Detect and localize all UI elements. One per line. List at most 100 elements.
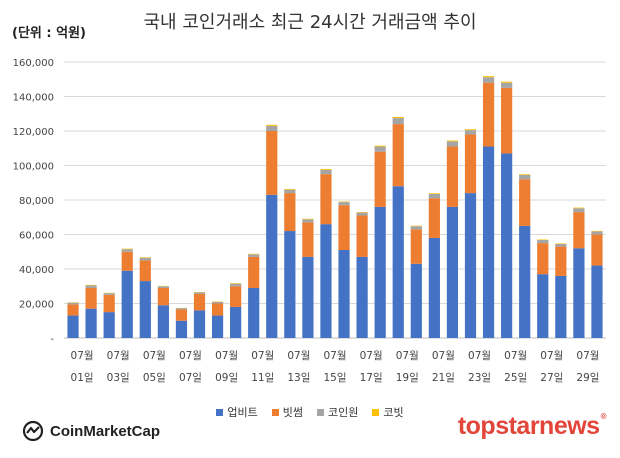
bar-segment (103, 294, 115, 313)
bar-segment (446, 141, 459, 147)
bar-segment (230, 283, 242, 287)
y-tick-label: 40,000 (19, 265, 54, 276)
bar-segment (591, 230, 603, 232)
bar-segment (266, 125, 278, 131)
bar-segment (519, 174, 531, 175)
bar-segment (248, 253, 260, 255)
bar-segment (248, 256, 260, 288)
chart-legend: 업비트 빗썸 코인원 코빗 (0, 404, 620, 420)
bar-segment (338, 201, 350, 203)
x-tick-label-month: 07월 (287, 350, 310, 362)
y-tick-label: 140,000 (13, 93, 54, 104)
bar-segment (446, 140, 459, 142)
bar-segment (501, 87, 513, 154)
bar-segment (67, 315, 79, 338)
x-tick-label-day: 11일 (251, 371, 274, 384)
bar-segment (537, 243, 549, 275)
x-tick-label-day: 15일 (323, 371, 346, 384)
bar-segment (428, 198, 440, 238)
bar-segment (519, 225, 531, 338)
bar-segment (157, 286, 169, 288)
bar-segment (446, 146, 459, 207)
legend-swatch (372, 408, 380, 416)
bar-segment (85, 308, 97, 338)
bar-segment (428, 193, 440, 194)
bar-segment (410, 225, 422, 227)
bar-segment (320, 224, 332, 338)
bar-segment (501, 82, 513, 88)
bar-segment (284, 193, 296, 232)
coinmarketcap-wordmark: CoinMarketCap (50, 422, 161, 440)
legend-entry: 빗썸 (271, 404, 303, 420)
x-tick-label-day: 05일 (143, 371, 166, 384)
bar-segment (121, 270, 133, 338)
bar-segment (266, 194, 278, 338)
bar-segment (573, 212, 585, 249)
x-tick-label-month: 07월 (71, 350, 94, 362)
legend-swatch (317, 408, 324, 416)
bar-segment (211, 301, 224, 304)
bar-segment (374, 145, 386, 147)
bar-segment (338, 250, 350, 338)
x-tick-label-month: 07월 (179, 350, 202, 362)
bar-segment (482, 76, 495, 78)
bar-segment (410, 229, 422, 264)
registered-mark: ® (600, 412, 607, 421)
x-tick-label-day: 23일 (468, 371, 491, 384)
legend-label: 코인원 (328, 406, 359, 419)
x-tick-label-day: 01일 (71, 371, 94, 384)
bar-segment (320, 168, 332, 170)
x-tick-label-month: 07월 (396, 350, 419, 362)
bar-segment (356, 256, 368, 338)
bar-segment (302, 218, 314, 220)
legend-label: 업비트 (227, 406, 258, 419)
bar-segment (537, 240, 549, 244)
x-tick-label-day: 17일 (360, 371, 383, 384)
bar-segment (464, 193, 477, 338)
bar-segment (121, 248, 133, 250)
x-tick-label-day: 03일 (107, 371, 130, 384)
bar-segment (121, 251, 133, 271)
bar-segment (573, 208, 585, 213)
x-tick-label-day: 29일 (576, 371, 599, 384)
unit-label: (단위 : 억원) (12, 26, 86, 41)
bar-segment (519, 179, 531, 226)
bar-segment (302, 222, 314, 257)
bar-segment (555, 243, 567, 244)
bar-segment (211, 303, 224, 316)
y-tick-label: 80,000 (19, 196, 54, 207)
x-tick-label-day: 13일 (287, 371, 310, 384)
bar-segment (482, 82, 495, 147)
bar-segment (248, 287, 260, 338)
bar-segment (230, 286, 242, 307)
bar-segment (266, 131, 278, 195)
x-tick-label-month: 07월 (540, 350, 563, 362)
bar-segment (211, 315, 224, 338)
x-tick-label-month: 07월 (251, 350, 274, 362)
bar-segment (338, 205, 350, 251)
legend-swatch (271, 408, 279, 416)
bar-segment (482, 146, 495, 338)
bar-segment (392, 124, 404, 187)
bar-segment (302, 219, 314, 223)
bar-segment (284, 188, 296, 190)
bar-segment (139, 281, 151, 338)
bar-segment (428, 237, 440, 338)
bar-segment (139, 257, 151, 258)
y-tick-label: 160,000 (13, 58, 54, 69)
legend-label: 코빗 (383, 406, 404, 419)
bar-segment (230, 283, 242, 284)
x-tick-label-day: 09일 (215, 371, 238, 384)
bar-segment (392, 118, 404, 125)
bar-segment (175, 309, 188, 321)
x-tick-label-month: 07월 (576, 350, 599, 362)
bar-segment (573, 248, 585, 338)
bar-segment (139, 257, 151, 261)
bar-segment (85, 287, 97, 309)
bar-segment (591, 234, 603, 266)
bar-segment (193, 294, 206, 311)
topstarnews-brand: topstarnews® (458, 412, 607, 441)
y-tick-label: - (50, 334, 54, 345)
bar-segment (410, 263, 422, 338)
bar-segment (573, 207, 585, 209)
